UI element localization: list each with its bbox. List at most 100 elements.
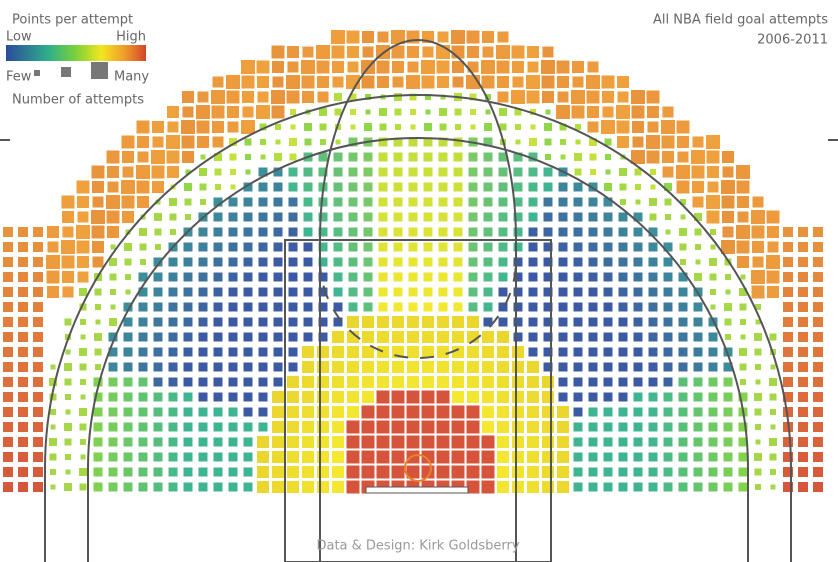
shot-cell [620,199,626,205]
shot-cell [170,229,176,235]
shot-cell [408,197,418,207]
shot-cell [273,332,283,342]
shot-cell [363,197,373,207]
shot-cell [378,302,388,312]
shot-cell [363,272,373,282]
shot-cell [301,60,315,74]
shot-cell [348,167,358,177]
shot-cell [603,257,613,267]
shot-cell [228,227,238,237]
shot-cell [64,423,72,431]
shot-cell [692,181,704,193]
shot-cell [649,213,657,221]
shot-cell [333,287,343,297]
shot-cell [317,481,329,493]
shot-cell [18,272,28,282]
shot-cell [333,272,343,282]
shot-cell [451,30,465,44]
shot-cell [181,120,195,134]
shot-cell [94,348,102,356]
shot-cell [544,138,552,146]
shot-cell [274,153,282,161]
shot-cell [213,437,223,447]
shot-cell [362,316,374,328]
shot-cell [513,182,523,192]
shot-cell [198,242,208,252]
shot-cell [256,60,270,74]
shot-cell [140,259,146,265]
legend-size-label: Number of attempts [12,93,144,108]
shot-cell [678,377,688,387]
shot-cell [33,302,43,312]
shot-cell [663,392,673,402]
shot-cell [362,391,374,403]
shot-cell [633,437,643,447]
shot-cell [648,467,658,477]
shot-cell [513,332,523,342]
shot-cell [393,302,403,312]
shot-cell [137,151,149,163]
shot-cell [318,197,328,207]
shot-cell [618,272,628,282]
shot-cell [76,240,90,254]
shot-cell [755,379,761,385]
shot-cell [406,405,420,419]
shot-cell [153,302,163,312]
shot-cell [302,376,314,388]
shot-cell [138,377,148,387]
shot-cell [589,138,597,146]
shot-cell [543,362,553,372]
shot-cell [319,123,327,131]
shot-cell [527,451,539,463]
shot-cell [722,226,734,238]
shot-cell [243,422,253,432]
shot-cell [378,212,388,222]
shot-cell [275,139,281,145]
shot-cell [168,392,178,402]
shot-cell [616,120,630,134]
shot-cell [438,272,448,282]
shot-cell [228,422,238,432]
shot-cell [603,347,613,357]
shot-cell [3,437,13,447]
shot-cell [332,406,344,418]
shot-cell [335,139,341,145]
shot-cell [813,257,823,267]
shot-cell [451,405,465,419]
shot-cell [198,452,208,462]
shot-cell [123,482,133,492]
shot-cell [62,211,74,223]
shot-cell [436,435,450,449]
shot-cell [693,467,703,477]
shot-cell [455,124,461,130]
shot-cell [258,422,268,432]
shot-cell [258,257,268,267]
shot-cell [229,138,237,146]
shot-cell [783,362,793,372]
shot-cell [438,182,448,192]
shot-cell [798,437,808,447]
shot-cell [3,377,13,387]
shot-cell [603,437,613,447]
shot-cell [152,136,164,148]
shot-cell [603,482,613,492]
shot-cell [213,407,223,417]
shot-cell [125,274,131,280]
shot-cell [648,347,658,357]
shot-cell [588,347,598,357]
shot-cell [722,151,734,163]
shot-cell [303,212,313,222]
shot-cell [648,392,658,402]
shot-cell [258,407,268,417]
shot-cell [708,392,718,402]
shot-cell [512,451,524,463]
shot-cell [123,332,133,342]
shot-cell [212,121,224,133]
shot-cell [485,94,491,100]
shot-cell [95,304,101,310]
shot-cell [272,61,284,73]
shot-cell [392,331,404,343]
shot-cell [18,452,28,462]
shot-cell [61,240,75,254]
shot-cell [769,333,777,341]
